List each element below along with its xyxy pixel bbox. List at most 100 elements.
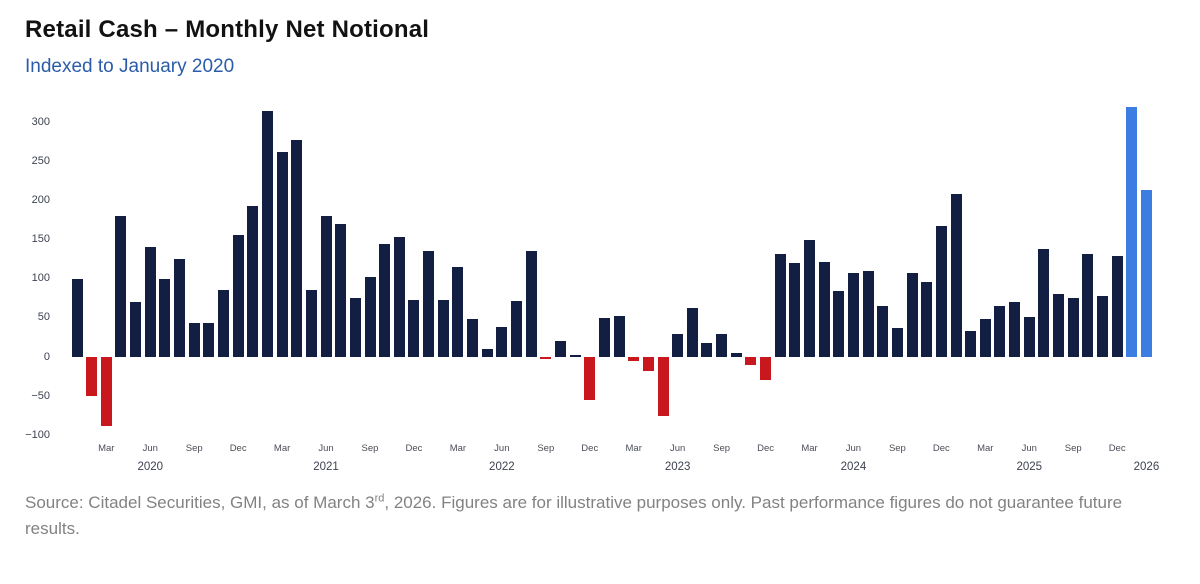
chart-bar [349, 298, 361, 357]
chart-bar [833, 291, 845, 357]
chart-bar [86, 357, 98, 397]
x-axis-month-label: Jun [494, 443, 510, 454]
x-axis-month-label: Dec [932, 443, 950, 454]
chart-bar [1053, 294, 1065, 357]
chart-bar [657, 357, 669, 416]
x-axis-month-label: Mar [273, 443, 291, 454]
chart-bar [423, 251, 435, 357]
chart-bar [144, 246, 156, 357]
source-text-suffix: , 2026. Figures are for illustrative pur… [25, 493, 1123, 538]
chart-bar [232, 235, 244, 357]
x-axis-year-label: 2023 [664, 461, 691, 473]
x-axis-month-label: Jun [669, 443, 686, 454]
x-axis-year-label: 2025 [1016, 461, 1043, 473]
chart-subtitle: Indexed to January 2020 [25, 56, 235, 77]
chart-bar [1009, 302, 1021, 357]
y-axis-tick-label: 150 [31, 233, 50, 246]
x-axis-year-label: 2022 [489, 461, 515, 473]
chart-bar [818, 262, 830, 357]
chart-bar [598, 317, 610, 357]
chart-bar [847, 272, 859, 357]
chart-bar [408, 299, 420, 357]
chart-bar [935, 225, 947, 357]
chart-bar [130, 302, 142, 357]
chart-bar [71, 278, 83, 357]
chart-bar [569, 355, 581, 357]
chart-bar [1097, 296, 1108, 357]
chart-bar [891, 328, 903, 357]
source-note: Source: Citadel Securities, GMI, as of M… [25, 490, 1180, 541]
chart-bar [540, 357, 552, 360]
chart-bar [379, 243, 391, 357]
x-axis-month-label: Jun [142, 443, 158, 454]
chart-bar [159, 278, 171, 357]
chart-bar [335, 224, 347, 357]
chart-bar [1111, 256, 1123, 357]
x-axis-month-label: Mar [801, 443, 818, 454]
chart-bar [1126, 106, 1138, 357]
x-axis-month-label: Jun [845, 443, 862, 454]
x-axis-month-label: Sep [361, 443, 379, 454]
chart-bar [613, 315, 625, 357]
x-axis-year-label: 2026 [1133, 461, 1160, 473]
source-superscript: rd [374, 492, 385, 505]
chart-bar [979, 319, 991, 357]
y-axis-tick-label: 250 [31, 155, 50, 167]
chart-bar [203, 322, 215, 357]
x-axis-month-label: Jun [1021, 443, 1037, 454]
chart-bar [115, 216, 127, 357]
chart-bar [364, 277, 376, 357]
chart-bar [877, 306, 889, 357]
chart-bar [188, 323, 200, 357]
chart-bar [789, 263, 801, 357]
chart-bar [174, 259, 186, 357]
chart-bar [291, 140, 303, 357]
chart-bar [305, 289, 317, 357]
chart-bar [921, 281, 933, 357]
chart-bar [1082, 253, 1094, 357]
x-axis-month-label: Dec [757, 443, 774, 454]
chart-bar [642, 357, 654, 372]
chart-bar [496, 327, 508, 357]
chart-bar [745, 357, 757, 365]
chart-bar [906, 272, 918, 357]
chart-bar [247, 206, 259, 357]
x-axis-month-label: Mar [625, 443, 642, 454]
chart-bar [276, 152, 288, 357]
chart-bar [1140, 190, 1152, 357]
x-axis-month-label: Dec [405, 443, 423, 454]
chart-bar [584, 357, 596, 400]
x-axis-month-label: Dec [1108, 443, 1126, 454]
chart-bar [701, 342, 713, 357]
chart-bar [393, 236, 405, 357]
chart-bar [1067, 297, 1079, 357]
chart-bar [525, 251, 537, 357]
chart-bar [437, 299, 449, 357]
chart-bar [554, 341, 566, 357]
x-axis-month-label: Jun [318, 443, 334, 454]
chart-bar [320, 216, 332, 357]
x-axis-month-label: Mar [449, 443, 467, 454]
source-text-prefix: Source: Citadel Securities, GMI, as of M… [25, 493, 375, 512]
chart-bar [1038, 249, 1050, 357]
x-axis-month-label: Sep [1064, 443, 1082, 454]
y-axis-tick-label: −100 [25, 428, 50, 441]
x-axis-month-label: Sep [537, 443, 555, 454]
x-axis-month-label: Dec [229, 443, 247, 454]
chart-bar [511, 300, 522, 357]
chart-bar [1023, 317, 1035, 357]
chart-bar [950, 194, 962, 357]
y-axis-tick-label: 0 [43, 350, 50, 363]
chart-bar [686, 307, 698, 357]
chart-bar [467, 319, 479, 357]
chart-bar [994, 306, 1006, 357]
y-axis-tick-label: 100 [31, 272, 50, 285]
chart-bar [628, 357, 640, 361]
x-axis-month-label: Mar [98, 443, 115, 454]
chart-bar [100, 357, 112, 426]
chart-bar [672, 333, 684, 357]
chart-bar [452, 267, 464, 357]
x-axis-year-label: 2024 [840, 461, 867, 473]
x-axis-month-label: Dec [581, 443, 599, 454]
y-axis-tick-label: 300 [31, 115, 50, 128]
